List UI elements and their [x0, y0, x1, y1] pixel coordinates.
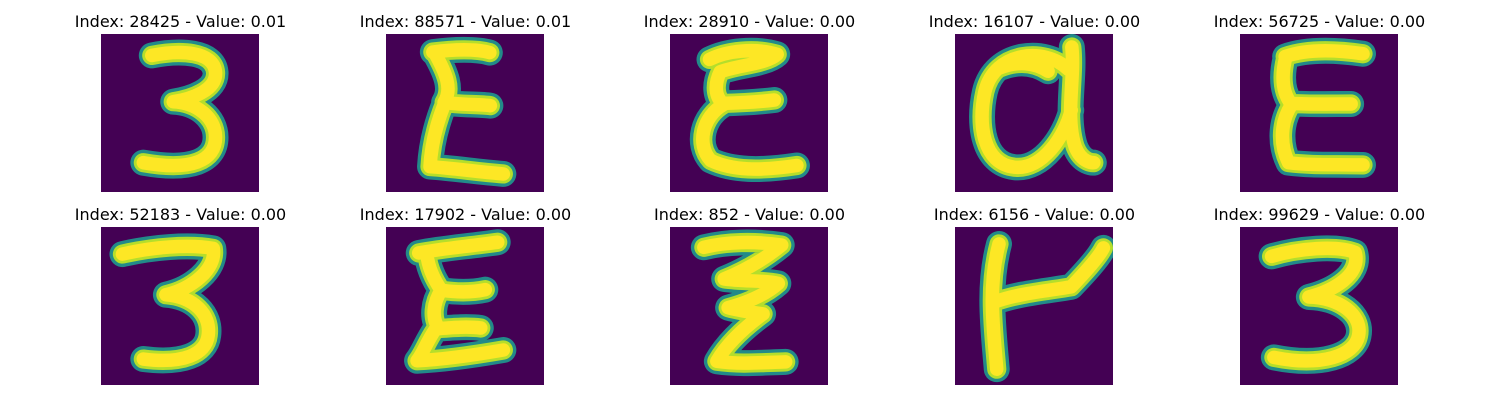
handwritten-glyph-image — [955, 34, 1113, 192]
panel-title: Index: 52183 - Value: 0.00 — [74, 205, 287, 224]
image-panel: Index: 28425 - Value: 0.01 — [38, 12, 323, 202]
stroke-core — [975, 40, 1101, 174]
handwritten-glyph-image — [101, 227, 259, 385]
image-panel: Index: 17902 - Value: 0.00 — [323, 205, 608, 395]
handwritten-glyph-image — [386, 34, 544, 192]
stroke-core — [697, 235, 793, 370]
image-panel: Index: 16107 - Value: 0.00 — [892, 12, 1177, 202]
handwritten-glyph-image — [670, 34, 828, 192]
stroke-core — [410, 235, 511, 368]
handwritten-glyph-image — [101, 34, 259, 192]
stroke-core — [1264, 241, 1366, 368]
image-panel: Index: 28910 - Value: 0.00 — [607, 12, 892, 202]
panel-title: Index: 99629 - Value: 0.00 — [1213, 205, 1426, 224]
image-panel: Index: 88571 - Value: 0.01 — [323, 12, 608, 202]
stroke-core — [985, 237, 1111, 376]
image-panel: Index: 99629 - Value: 0.00 — [1177, 205, 1462, 395]
panel-title: Index: 852 - Value: 0.00 — [653, 205, 846, 224]
handwritten-glyph-image — [1240, 227, 1398, 385]
stroke-core — [136, 45, 223, 173]
handwritten-glyph-image — [670, 227, 828, 385]
image-panel: Index: 52183 - Value: 0.00 — [38, 205, 323, 395]
handwritten-glyph-image — [955, 227, 1113, 385]
stroke-core — [115, 239, 221, 368]
panel-title: Index: 56725 - Value: 0.00 — [1213, 12, 1426, 31]
image-panel: Index: 56725 - Value: 0.00 — [1177, 12, 1462, 202]
panel-title: Index: 16107 - Value: 0.00 — [928, 12, 1141, 31]
handwritten-glyph-image — [386, 227, 544, 385]
panel-title: Index: 17902 - Value: 0.00 — [359, 205, 572, 224]
panel-title: Index: 6156 - Value: 0.00 — [933, 205, 1136, 224]
handwritten-glyph-image — [1240, 34, 1398, 192]
image-panel: Index: 6156 - Value: 0.00 — [892, 205, 1177, 395]
stroke-core — [696, 43, 804, 176]
panel-title: Index: 88571 - Value: 0.01 — [359, 12, 572, 31]
panel-title: Index: 28425 - Value: 0.01 — [74, 12, 287, 31]
stroke-core — [1275, 43, 1370, 172]
stroke-core — [423, 43, 511, 181]
panel-title: Index: 28910 - Value: 0.00 — [643, 12, 856, 31]
image-panel: Index: 852 - Value: 0.00 — [607, 205, 892, 395]
